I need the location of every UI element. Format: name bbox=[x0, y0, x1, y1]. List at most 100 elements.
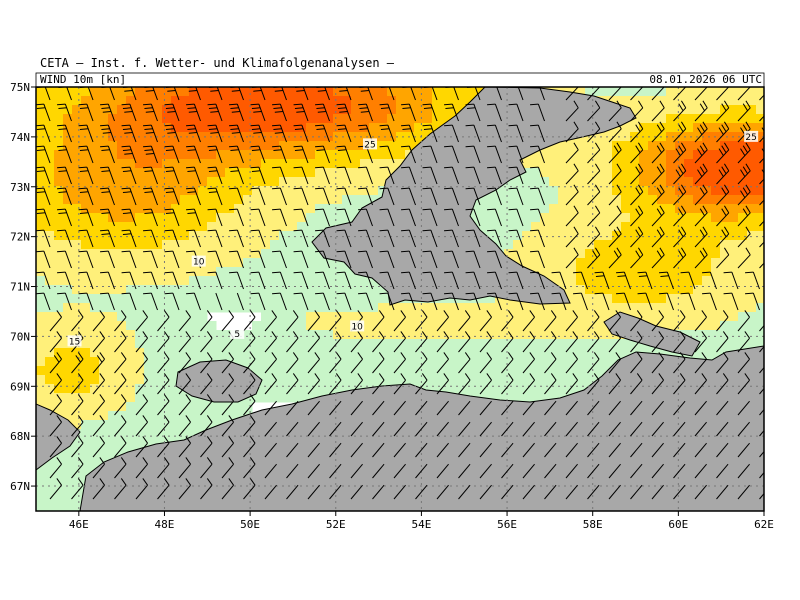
shade-cell bbox=[72, 492, 82, 502]
shade-cell bbox=[108, 402, 118, 412]
shade-cell bbox=[198, 348, 208, 358]
wind-barb bbox=[135, 337, 148, 353]
shade-cell bbox=[648, 267, 658, 277]
shade-cell bbox=[720, 177, 730, 187]
wind-barb-feather bbox=[206, 436, 213, 444]
shade-cell bbox=[315, 348, 325, 358]
shade-cell bbox=[594, 168, 604, 178]
shade-cell bbox=[108, 312, 118, 322]
wind-barb bbox=[537, 124, 545, 143]
shade-cell bbox=[756, 231, 764, 241]
wind-barb bbox=[408, 250, 416, 269]
shade-cell bbox=[603, 177, 613, 187]
shade-cell bbox=[216, 411, 226, 421]
wind-barb-feather bbox=[144, 149, 153, 152]
shade-cell bbox=[144, 222, 154, 232]
wind-barb-feather bbox=[100, 271, 109, 274]
shade-cell bbox=[612, 267, 622, 277]
shade-cell bbox=[378, 303, 388, 313]
shade-cell bbox=[549, 186, 559, 196]
wind-barb bbox=[393, 337, 406, 353]
wind-barb-feather bbox=[315, 145, 324, 148]
shade-cell bbox=[297, 330, 307, 340]
shade-cell bbox=[720, 249, 730, 259]
shade-cell bbox=[558, 249, 568, 259]
shade-cell bbox=[99, 276, 109, 286]
wind-barb-feather bbox=[658, 352, 664, 360]
shade-cell bbox=[612, 249, 622, 259]
wind-barb bbox=[494, 271, 502, 290]
wind-barb bbox=[71, 463, 84, 479]
shade-cell bbox=[747, 204, 757, 214]
shade-cell bbox=[144, 168, 154, 178]
wind-barb bbox=[544, 379, 557, 395]
wind-barb-feather bbox=[249, 394, 256, 402]
shade-cell bbox=[315, 285, 325, 295]
shade-cell bbox=[54, 339, 64, 349]
shade-cell bbox=[261, 339, 271, 349]
shade-cell bbox=[612, 303, 622, 313]
wind-barb-feather bbox=[659, 247, 665, 256]
shade-cell bbox=[54, 501, 64, 511]
wind-barb-feather bbox=[124, 111, 133, 113]
wind-barb bbox=[415, 337, 428, 353]
wind-barb bbox=[172, 103, 180, 122]
wind-barb bbox=[415, 484, 428, 500]
shade-cell bbox=[234, 348, 244, 358]
wind-barb-feather bbox=[231, 111, 241, 113]
wind-barb-feather bbox=[79, 149, 89, 152]
shade-cell bbox=[693, 348, 703, 358]
shade-cell bbox=[459, 321, 469, 331]
shade-cell bbox=[297, 213, 307, 223]
wind-barb-feather bbox=[100, 208, 109, 211]
shade-cell bbox=[189, 114, 199, 124]
shade-cell bbox=[369, 294, 379, 304]
wind-barb-feather bbox=[78, 166, 87, 169]
shade-cell bbox=[603, 240, 613, 250]
shade-cell bbox=[63, 411, 73, 421]
wind-barb bbox=[387, 292, 395, 311]
shade-cell bbox=[423, 366, 433, 376]
shade-cell bbox=[675, 177, 685, 187]
shade-cell bbox=[99, 105, 109, 115]
wind-barb-feather bbox=[508, 292, 517, 295]
shade-cell bbox=[144, 195, 154, 205]
shade-cell bbox=[234, 303, 244, 313]
wind-barb bbox=[651, 170, 665, 185]
shade-cell bbox=[81, 213, 91, 223]
wind-barb-feather bbox=[422, 187, 431, 190]
wind-barb-feather bbox=[721, 229, 727, 237]
shade-cell bbox=[63, 222, 73, 232]
wind-barb bbox=[43, 145, 51, 164]
wind-barb-feather bbox=[465, 166, 474, 169]
wind-barb bbox=[200, 421, 213, 437]
shade-cell bbox=[342, 339, 352, 349]
wind-barb-feather bbox=[96, 355, 103, 363]
wind-barb-feather bbox=[701, 352, 707, 360]
shade-cell bbox=[324, 141, 334, 151]
shade-cell bbox=[324, 276, 334, 286]
shade-cell bbox=[576, 222, 586, 232]
shade-cell bbox=[360, 375, 370, 385]
shade-cell bbox=[576, 357, 586, 367]
shade-cell bbox=[297, 285, 307, 295]
wind-barb bbox=[759, 262, 764, 269]
wind-barb-feather bbox=[164, 124, 173, 127]
shade-cell bbox=[117, 375, 127, 385]
shade-cell bbox=[108, 339, 118, 349]
shade-cell bbox=[333, 213, 343, 223]
shade-cell bbox=[378, 132, 388, 142]
shade-cell bbox=[720, 195, 730, 205]
wind-barb bbox=[759, 241, 764, 248]
shade-cell bbox=[243, 348, 253, 358]
wind-barb-feather bbox=[487, 124, 496, 127]
wind-barb-feather bbox=[229, 124, 238, 127]
shade-cell bbox=[702, 177, 712, 187]
shade-cell bbox=[144, 123, 154, 133]
shade-cell bbox=[531, 303, 541, 313]
shade-cell bbox=[261, 267, 271, 277]
shade-cell bbox=[675, 213, 685, 223]
shade-cell bbox=[171, 294, 181, 304]
wind-barb bbox=[608, 191, 622, 206]
shade-cell bbox=[171, 420, 181, 430]
